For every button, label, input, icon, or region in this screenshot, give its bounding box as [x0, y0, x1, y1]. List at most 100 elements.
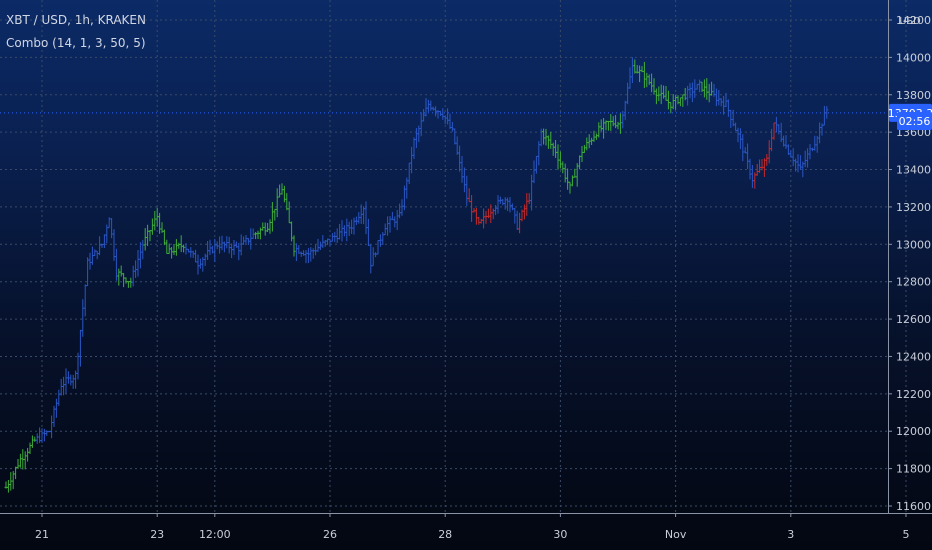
- ohlc-bar: [395, 209, 399, 231]
- ohlc-bar: [179, 235, 183, 253]
- ohlc-bar: [244, 235, 248, 244]
- ohlc-bar: [431, 106, 435, 111]
- ohlc-bar: [664, 86, 668, 101]
- ohlc-bar: [743, 147, 747, 154]
- ohlc-bar: [33, 436, 37, 442]
- ohlc-bar: [129, 277, 133, 288]
- ohlc-bar: [479, 218, 483, 224]
- ohlc-bar: [503, 197, 507, 210]
- ohlc-bar: [230, 243, 234, 259]
- ohlc-bar: [215, 241, 219, 250]
- ohlc-bar: [818, 122, 822, 144]
- ohlc-bar: [597, 122, 601, 138]
- ohlc-bar: [83, 284, 87, 317]
- price-bars: [4, 57, 829, 493]
- ohlc-bar: [530, 174, 534, 211]
- ohlc-bar: [278, 184, 282, 198]
- ohlc-bar: [750, 165, 754, 188]
- ohlc-bar: [299, 251, 303, 257]
- countdown-badge: [897, 112, 932, 130]
- ohlc-bar: [736, 127, 740, 143]
- ohlc-bar: [400, 199, 404, 216]
- ohlc-bar: [446, 108, 450, 125]
- ohlc-bar: [270, 202, 274, 232]
- ohlc-bar: [177, 242, 181, 249]
- ohlc-bar: [388, 216, 392, 233]
- ohlc-bar: [726, 99, 730, 117]
- ohlc-bar: [414, 128, 418, 148]
- ohlc-bar: [239, 234, 243, 256]
- ohlc-bar: [369, 244, 373, 274]
- indicator-legend[interactable]: Combo (14, 1, 3, 50, 5): [6, 36, 146, 50]
- ohlc-bar: [486, 208, 490, 219]
- ohlc-bar: [724, 92, 728, 107]
- ohlc-bar: [263, 222, 267, 236]
- ohlc-bar: [203, 253, 207, 266]
- ohlc-bar: [611, 116, 615, 127]
- ohlc-bar: [35, 433, 39, 444]
- price-tick-label: 13400.0: [896, 164, 932, 177]
- ohlc-bar: [474, 207, 478, 225]
- ohlc-bar: [666, 90, 670, 110]
- grid: [0, 0, 907, 513]
- price-tick-label: 13000.0: [896, 238, 932, 251]
- ohlc-bar: [825, 106, 829, 119]
- price-tick-label: 13800.0: [896, 89, 932, 102]
- ohlc-bar: [784, 135, 788, 149]
- ohlc-bar: [626, 82, 630, 105]
- ohlc-bar: [681, 94, 685, 107]
- ohlc-bar: [678, 97, 682, 107]
- ohlc-bar: [268, 219, 272, 234]
- time-tick-label: 3: [787, 528, 794, 541]
- ohlc-bar: [707, 83, 711, 103]
- ohlc-bar: [549, 131, 553, 149]
- ohlc-bar: [366, 218, 370, 247]
- ohlc-bar: [419, 112, 423, 137]
- ohlc-bar: [470, 195, 474, 222]
- ohlc-bar: [256, 230, 260, 240]
- time-tick-label: 28: [438, 528, 452, 541]
- ohlc-bar: [342, 225, 346, 237]
- ohlc-bar: [642, 61, 646, 89]
- price-tick-label: 11600.0: [896, 500, 932, 513]
- ohlc-bar: [546, 135, 550, 149]
- ohlc-bar: [762, 158, 766, 177]
- ohlc-bar: [417, 125, 421, 143]
- ohlc-bar: [407, 162, 411, 185]
- time-axis[interactable]: 21 23 12:00 26 28 30 Nov 3 5: [35, 513, 910, 541]
- bar-countdown: 02:56: [899, 115, 931, 128]
- ohlc-bar: [28, 442, 32, 454]
- ohlc-bar: [472, 208, 476, 213]
- ohlc-bar: [534, 155, 538, 174]
- ohlc-bar: [525, 193, 529, 216]
- ohlc-bar: [515, 210, 519, 231]
- ohlc-bar: [345, 218, 349, 242]
- ohlc-bar: [738, 128, 742, 150]
- ohlc-bar: [347, 221, 351, 236]
- ohlc-bar: [501, 199, 505, 206]
- ohlc-bar: [340, 220, 344, 242]
- ohlc-bar: [143, 228, 147, 251]
- ohlc-bar: [438, 110, 442, 116]
- symbol-legend[interactable]: XBT / USD, 1h, KRAKEN: [6, 13, 146, 27]
- ohlc-bar: [734, 122, 738, 132]
- ohlc-bar: [273, 208, 277, 221]
- ohlc-bar: [803, 150, 807, 168]
- ohlc-bar: [722, 96, 726, 115]
- ohlc-bar: [741, 134, 745, 162]
- ohlc-bar: [122, 273, 126, 288]
- ohlc-bar: [148, 229, 152, 242]
- ohlc-bar: [669, 102, 673, 114]
- ohlc-bar: [822, 106, 826, 126]
- ohlc-bar: [496, 195, 500, 214]
- ohlc-bar: [59, 378, 63, 396]
- price-axis[interactable]: 11600.0 11800.0 12000.0 12200.0 12400.0 12600…: [888, 14, 932, 513]
- ohlc-bar: [371, 247, 375, 267]
- ohlc-bar: [30, 435, 34, 448]
- price-tick-label: 12400.0: [896, 350, 932, 363]
- ohlc-bar: [196, 254, 200, 275]
- ohlc-bar: [573, 168, 577, 178]
- ohlc-bar: [71, 374, 75, 389]
